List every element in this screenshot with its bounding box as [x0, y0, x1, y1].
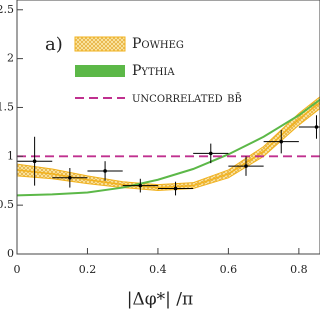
legend-label: Pythia: [132, 63, 175, 79]
data-point: [173, 186, 178, 191]
y-tick-label: 0.5: [0, 198, 14, 211]
data-point: [244, 164, 248, 168]
x-tick-label: 0.6: [220, 263, 238, 276]
data-point: [138, 183, 143, 188]
powheg-band: [17, 96, 320, 192]
legend-label: uncorrelated bb̄: [132, 90, 242, 106]
legend-swatch: [75, 65, 125, 77]
x-tick-label: 0.2: [79, 263, 97, 276]
data-point: [103, 169, 107, 173]
x-tick-label: 0.4: [149, 263, 167, 276]
legend: Powheg Pythia uncorrelated bb̄: [74, 36, 242, 106]
legend-label: Powheg: [132, 36, 184, 52]
x-tick-label: 0: [14, 263, 21, 276]
x-tick-label: 0.8: [290, 263, 308, 276]
data-point: [279, 139, 284, 144]
x-axis-label: |Δφ*| /π: [127, 290, 193, 310]
y-tick-label: 2: [7, 52, 14, 65]
y-tick-label: 0: [7, 247, 14, 260]
y-tick-label: 1.5: [0, 100, 14, 113]
data-point: [68, 176, 72, 180]
plot-area: [17, 96, 320, 197]
y-tick-label: 2.5: [0, 3, 14, 16]
series-line: [17, 98, 320, 197]
panel-label: a): [45, 34, 63, 55]
y-tick-label: 1: [7, 149, 14, 162]
data-point: [32, 159, 37, 163]
plot-frame: [16, 0, 320, 255]
data-point: [208, 151, 213, 156]
data-point: [314, 125, 319, 129]
legend-swatch: [74, 36, 126, 52]
